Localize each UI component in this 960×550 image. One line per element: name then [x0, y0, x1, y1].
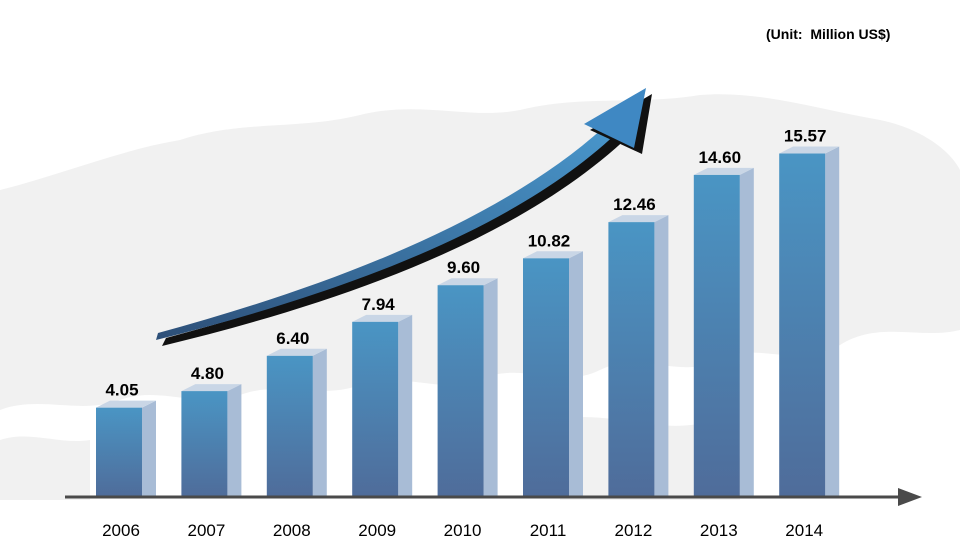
bar-side	[739, 167, 754, 497]
bar-front	[693, 174, 740, 497]
bar-side	[227, 384, 242, 497]
x-tick-label-2012: 2012	[614, 521, 652, 540]
bar-2013	[693, 167, 754, 497]
x-tick-label-2014: 2014	[785, 521, 823, 540]
bar-2010	[437, 278, 498, 497]
x-tick-labels: 2006 2007 2008 2009 2010 2011 2012 2013 2014	[102, 521, 823, 540]
trend-arrow	[156, 88, 652, 346]
bar-2008	[266, 348, 327, 497]
bar-2007	[181, 384, 242, 497]
value-label-2006: 4.05	[105, 381, 138, 400]
bar-2014	[779, 146, 840, 497]
bar-front	[266, 355, 313, 497]
bar-front	[352, 321, 399, 497]
bar-side	[398, 314, 413, 497]
bar-side	[483, 278, 498, 497]
bar-2012	[608, 215, 669, 497]
bar-front	[779, 153, 826, 497]
unit-label: (Unit: Million US$)	[766, 26, 891, 42]
value-label-2008: 6.40	[276, 329, 309, 348]
bar-top	[96, 400, 156, 408]
bar-top	[181, 384, 242, 392]
x-tick-label-2010: 2010	[444, 521, 482, 540]
bar-top	[523, 251, 583, 259]
bar-front	[608, 222, 655, 497]
bar-side	[825, 146, 840, 497]
x-axis	[65, 488, 922, 506]
bar-2009	[352, 314, 413, 497]
value-label-2010: 9.60	[447, 258, 480, 277]
x-tick-label-2008: 2008	[273, 521, 311, 540]
x-tick-label-2006: 2006	[102, 521, 140, 540]
bars-layer	[96, 146, 840, 497]
x-tick-label-2009: 2009	[358, 521, 396, 540]
bar-2006	[96, 400, 156, 497]
bar-front	[96, 407, 142, 497]
bar-top	[352, 314, 413, 322]
bar-2011	[523, 251, 583, 497]
bar-side	[312, 348, 327, 497]
x-tick-label-2011: 2011	[530, 521, 567, 540]
bar-side	[569, 251, 583, 497]
data-labels: 4.05 4.80 6.40 7.94 9.60 10.82 12.46 14.60 15.57	[105, 127, 826, 400]
bar-side	[654, 215, 669, 497]
bar-top	[266, 348, 327, 356]
value-label-2011: 10.82	[528, 231, 571, 250]
bar-top	[693, 167, 754, 175]
bar-top	[779, 146, 840, 154]
bar-top	[437, 278, 498, 286]
bar-front	[437, 285, 484, 497]
bar-side	[142, 400, 156, 497]
x-tick-label-2013: 2013	[700, 521, 738, 540]
x-axis-arrowhead	[898, 488, 922, 506]
bar-top	[608, 215, 669, 223]
x-tick-label-2007: 2007	[187, 521, 225, 540]
value-label-2009: 7.94	[362, 295, 396, 314]
bar-front	[181, 391, 228, 497]
value-label-2014: 15.57	[784, 127, 827, 146]
value-label-2013: 14.60	[699, 148, 742, 167]
bar-front	[523, 258, 569, 497]
value-label-2007: 4.80	[191, 364, 224, 383]
value-label-2012: 12.46	[613, 195, 656, 214]
